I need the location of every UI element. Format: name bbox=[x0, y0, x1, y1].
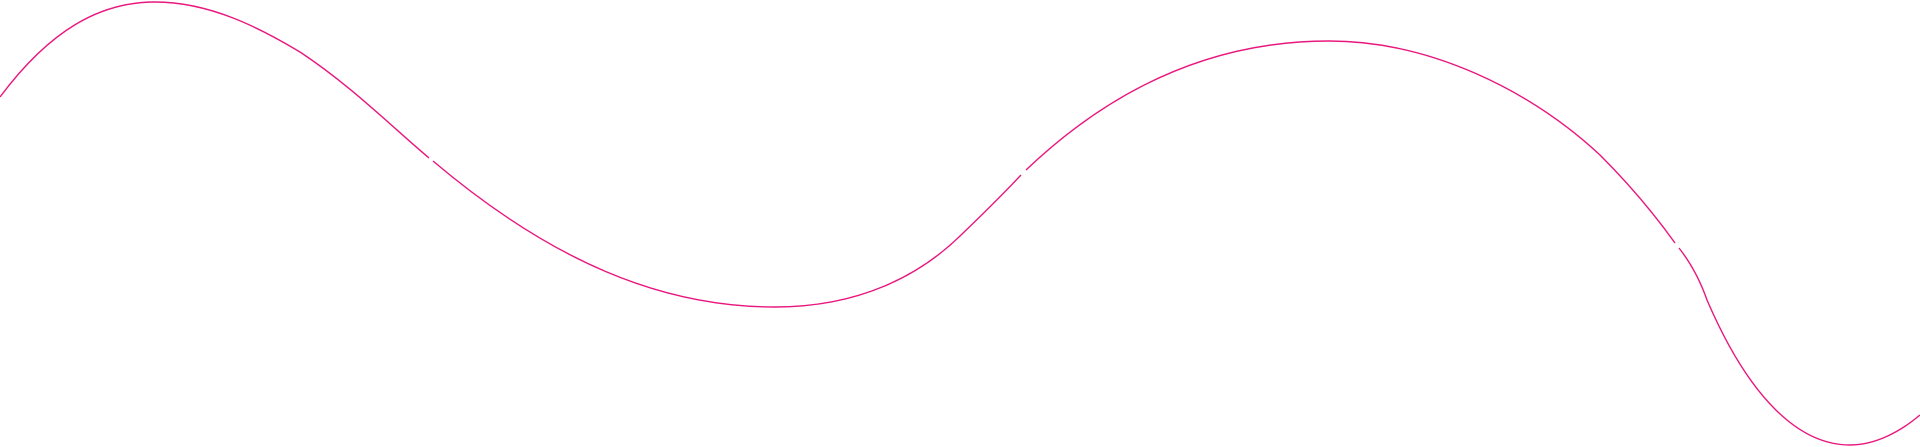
wave-segment-2 bbox=[432, 160, 1022, 308]
wave-segment-1 bbox=[0, 1, 430, 159]
wave-segment-3 bbox=[1025, 40, 1676, 244]
wave-segment-4 bbox=[1678, 247, 1920, 446]
